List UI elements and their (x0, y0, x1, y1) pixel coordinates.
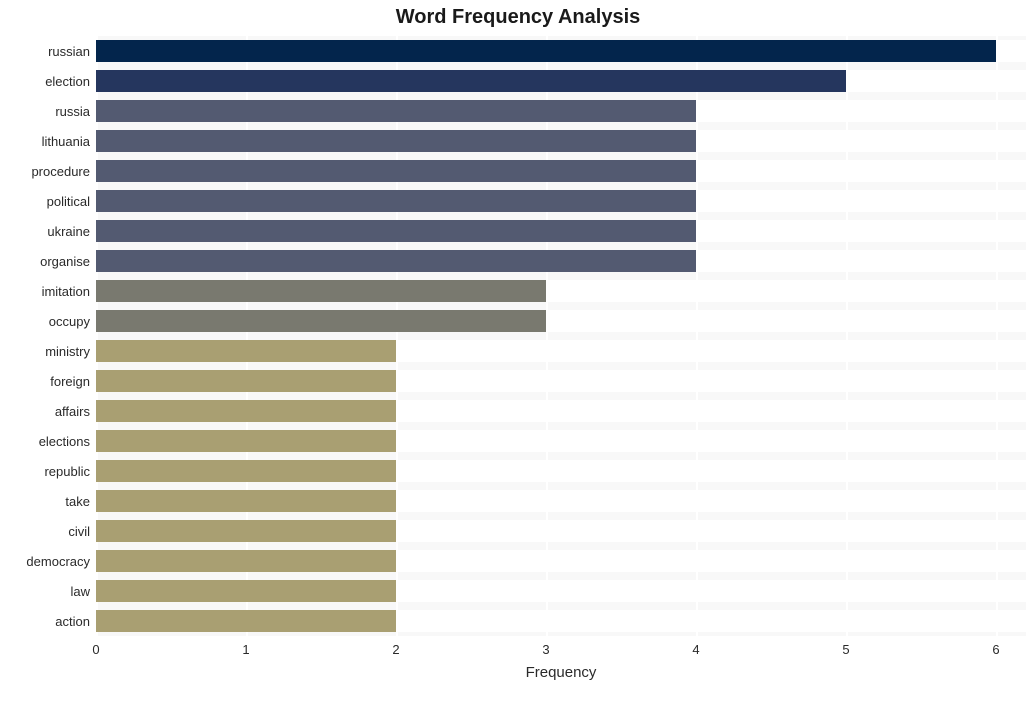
y-tick-label: ukraine (0, 224, 90, 239)
bar (96, 580, 396, 601)
y-tick-label: law (0, 584, 90, 599)
bar (96, 280, 546, 301)
y-tick-label: action (0, 614, 90, 629)
word-frequency-chart: Word Frequency Analysis Frequency russia… (0, 0, 1036, 701)
y-tick-label: take (0, 494, 90, 509)
bar (96, 130, 696, 151)
bar (96, 370, 396, 391)
y-tick-label: affairs (0, 404, 90, 419)
bar (96, 250, 696, 271)
y-tick-label: occupy (0, 314, 90, 329)
y-tick-label: imitation (0, 284, 90, 299)
grid-line (396, 36, 398, 636)
x-tick-label: 6 (992, 642, 999, 657)
grid-line (96, 36, 98, 636)
y-tick-label: ministry (0, 344, 90, 359)
bar (96, 460, 396, 481)
bar (96, 220, 696, 241)
bar (96, 430, 396, 451)
grid-line (246, 36, 248, 636)
bar (96, 70, 846, 91)
bar (96, 490, 396, 511)
x-tick-label: 4 (692, 642, 699, 657)
grid-line (846, 36, 848, 636)
y-tick-label: lithuania (0, 134, 90, 149)
x-tick-label: 2 (392, 642, 399, 657)
xaxis-title: Frequency (96, 664, 1026, 681)
x-tick-label: 5 (842, 642, 849, 657)
y-tick-label: organise (0, 254, 90, 269)
chart-title: Word Frequency Analysis (0, 6, 1036, 29)
x-tick-label: 3 (542, 642, 549, 657)
bar (96, 400, 396, 421)
bar (96, 40, 996, 61)
bar (96, 100, 696, 121)
grid-line (546, 36, 548, 636)
bar (96, 340, 396, 361)
bar (96, 160, 696, 181)
y-tick-label: election (0, 74, 90, 89)
y-tick-label: republic (0, 464, 90, 479)
y-tick-label: russia (0, 104, 90, 119)
x-tick-label: 1 (242, 642, 249, 657)
x-tick-label: 0 (92, 642, 99, 657)
bar (96, 610, 396, 631)
y-tick-label: political (0, 194, 90, 209)
y-tick-label: russian (0, 44, 90, 59)
y-tick-label: civil (0, 524, 90, 539)
y-tick-label: democracy (0, 554, 90, 569)
y-tick-label: foreign (0, 374, 90, 389)
grid-line (696, 36, 698, 636)
bar (96, 520, 396, 541)
grid-line (996, 36, 998, 636)
bar (96, 550, 396, 571)
y-tick-label: procedure (0, 164, 90, 179)
y-tick-label: elections (0, 434, 90, 449)
plot-area (96, 36, 1026, 636)
bar (96, 190, 696, 211)
bar (96, 310, 546, 331)
